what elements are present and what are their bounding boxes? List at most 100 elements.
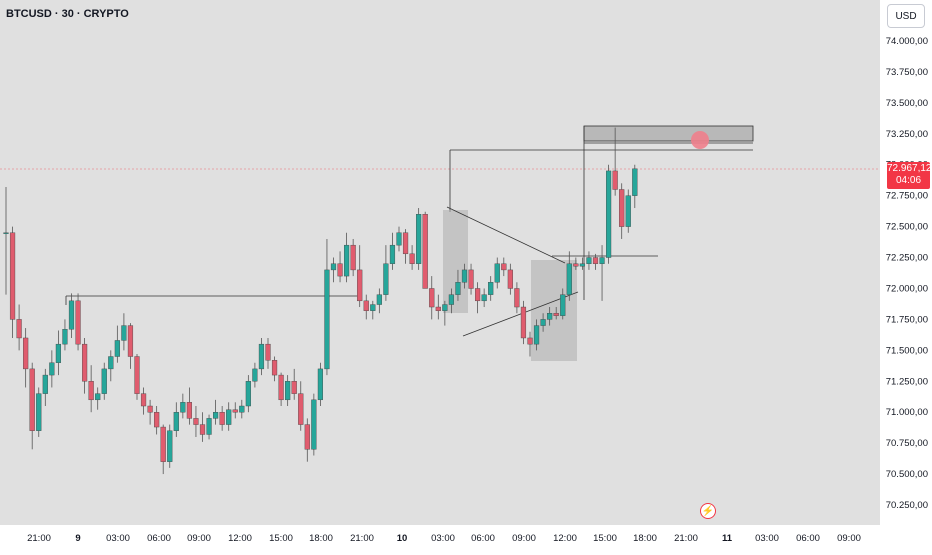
candle-body-up: [579, 263, 586, 267]
candle: [435, 294, 441, 320]
time-tick-label: 18:00: [633, 533, 657, 544]
candle-body-down: [88, 381, 94, 401]
candle-body-down: [134, 356, 140, 394]
candle-body-up: [560, 294, 566, 316]
candle: [507, 263, 513, 295]
candle: [619, 183, 625, 239]
candle-body-down: [232, 409, 238, 413]
candle-body-down: [527, 337, 533, 345]
candle-body-down: [278, 374, 284, 401]
candle: [278, 372, 284, 407]
time-tick-label: 15:00: [593, 533, 617, 544]
candle-body-up: [180, 402, 186, 413]
candle-body-up: [245, 381, 251, 407]
candle: [527, 331, 533, 357]
candle: [606, 164, 612, 264]
time-tick-label: 18:00: [309, 533, 333, 544]
price-tick-label: 73.250,00: [886, 129, 928, 140]
candle: [75, 293, 81, 351]
time-tick-label: 03:00: [431, 533, 455, 544]
time-tick-label: 06:00: [147, 533, 171, 544]
time-axis-background: [0, 525, 932, 550]
candle-body-down: [350, 244, 356, 271]
candle-body-up: [448, 294, 455, 305]
candle: [442, 300, 448, 326]
candle: [62, 319, 68, 351]
candle: [402, 229, 409, 264]
candle: [632, 164, 638, 209]
candle: [245, 375, 251, 413]
candle: [330, 257, 337, 283]
candle-body-down: [409, 253, 415, 264]
lightning-icon[interactable]: ⚡: [700, 503, 716, 519]
candle-body-up: [252, 368, 258, 382]
candle: [95, 387, 101, 410]
candle-body-up: [173, 412, 179, 431]
candle: [625, 189, 631, 233]
candle: [501, 257, 507, 277]
time-tick-label: 09:00: [187, 533, 211, 544]
candle: [389, 232, 396, 270]
candle: [566, 251, 572, 301]
candle-body-up: [461, 269, 468, 283]
candle: [291, 368, 297, 400]
candle-body-up: [389, 244, 396, 264]
candle: [363, 294, 369, 320]
candle-body-up: [317, 368, 324, 401]
candle: [206, 414, 212, 440]
candle: [370, 300, 376, 320]
candle-body-down: [507, 269, 513, 289]
price-tick-label: 72.000,00: [886, 283, 928, 294]
candle: [3, 187, 9, 295]
candle-body-down: [127, 325, 134, 357]
candle-body-up: [370, 304, 376, 311]
price-tick-label: 73.500,00: [886, 98, 928, 109]
candle-body-down: [147, 405, 153, 413]
price-tick-label: 73.750,00: [886, 67, 928, 78]
candle: [199, 412, 206, 442]
candle-body-up: [3, 232, 9, 234]
candle-body-up: [481, 294, 487, 302]
time-tick-label: 06:00: [796, 533, 820, 544]
candle: [494, 257, 500, 289]
candle: [475, 282, 481, 314]
candle: [81, 337, 88, 394]
candle: [55, 330, 62, 376]
candle: [173, 402, 179, 437]
candle: [108, 350, 114, 382]
candle-body-up: [258, 343, 265, 370]
candle-body-up: [121, 325, 127, 341]
candle-body-up: [42, 374, 48, 394]
candle: [232, 402, 238, 419]
candle-body-down: [520, 306, 527, 339]
time-tick-label: 03:00: [106, 533, 130, 544]
currency-selector[interactable]: USD: [887, 4, 925, 28]
candle: [29, 362, 35, 450]
candle: [337, 251, 343, 283]
price-tick-label: 72.500,00: [886, 222, 928, 233]
candle-body-up: [625, 195, 631, 227]
time-tick-label: 03:00: [755, 533, 779, 544]
candle: [481, 288, 487, 308]
price-tick-label: 74.000,00: [886, 36, 928, 47]
candle-body-down: [553, 313, 559, 316]
candle-body-down: [573, 263, 579, 267]
candle-body-up: [442, 304, 448, 311]
candle: [167, 424, 173, 468]
candle: [140, 387, 147, 415]
candle: [599, 245, 605, 301]
candle-body-up: [540, 319, 546, 326]
time-tick-label: 21:00: [350, 533, 374, 544]
candle: [383, 245, 389, 301]
candle: [219, 406, 225, 431]
candle-body-up: [95, 393, 101, 401]
candle: [350, 238, 356, 277]
candle: [298, 381, 304, 431]
candle-body-down: [199, 424, 206, 435]
time-tick-label: 10: [397, 533, 408, 544]
candle: [154, 406, 160, 435]
candle: [461, 263, 468, 289]
candle-body-up: [311, 399, 317, 450]
